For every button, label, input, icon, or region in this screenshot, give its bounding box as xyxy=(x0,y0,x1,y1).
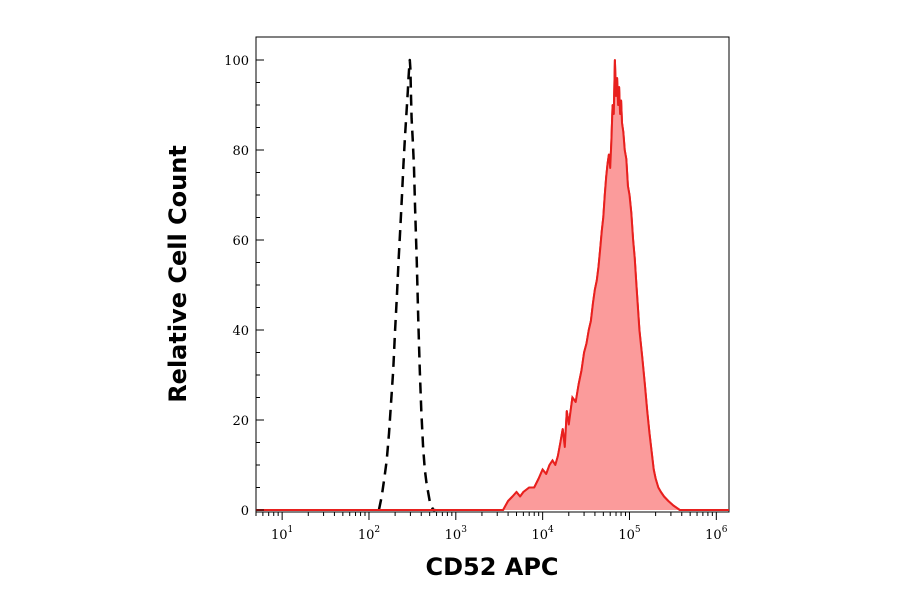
stained-histogram-fill xyxy=(503,60,713,510)
x-tick-label: 106 xyxy=(705,525,728,543)
x-tick-label: 103 xyxy=(445,525,468,543)
baseline-line xyxy=(256,59,729,511)
control-histogram-line xyxy=(377,58,436,512)
y-tick-label: 40 xyxy=(232,324,249,339)
y-tick-label: 60 xyxy=(232,234,249,249)
x-axis-title: CD52 APC xyxy=(425,553,558,581)
x-tick-label: 105 xyxy=(618,525,641,543)
plot-frame xyxy=(255,36,730,513)
x-tick-label: 102 xyxy=(358,525,380,543)
stained-histogram-line xyxy=(502,59,713,511)
y-axis-title: Relative Cell Count xyxy=(164,145,192,403)
y-tick-label: 20 xyxy=(232,414,249,429)
x-tick-label: 101 xyxy=(271,525,293,543)
y-tick-label: 0 xyxy=(241,504,249,519)
x-tick-label: 104 xyxy=(532,525,555,543)
y-tick-label: 80 xyxy=(232,144,249,159)
y-tick-label: 100 xyxy=(224,54,249,69)
